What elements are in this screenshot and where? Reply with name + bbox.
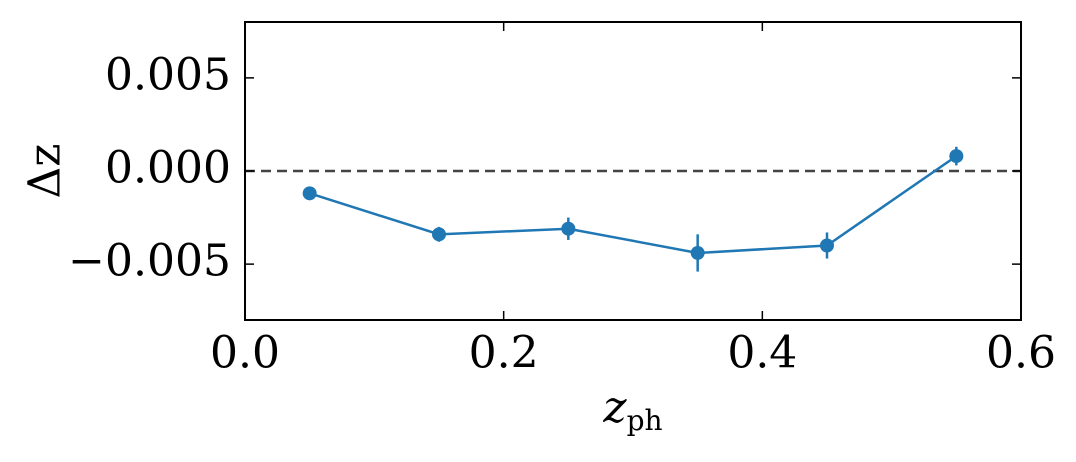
x-label-subscript: ph <box>627 404 663 437</box>
x-tick-label: 0.2 <box>469 328 539 379</box>
y-tick-label: 0.005 <box>105 49 231 100</box>
y-tick-label: 0.000 <box>105 143 231 194</box>
x-tick-label: 0.4 <box>727 328 797 379</box>
series-line <box>309 155 958 255</box>
data-point <box>432 227 446 242</box>
data-point <box>949 149 964 164</box>
data-point <box>302 186 317 201</box>
data-point <box>820 238 834 253</box>
y-tick-label: −0.005 <box>68 236 231 287</box>
data-point <box>561 221 576 236</box>
x-axis-label: zph <box>602 382 662 437</box>
data-point <box>690 245 705 260</box>
x-tick-label: 0.6 <box>986 328 1056 379</box>
y-axis-label: Δz <box>20 144 71 199</box>
x-tick-label: 0.0 <box>210 328 280 379</box>
x-label-symbol: z <box>602 382 627 433</box>
plot-frame <box>244 21 1022 321</box>
